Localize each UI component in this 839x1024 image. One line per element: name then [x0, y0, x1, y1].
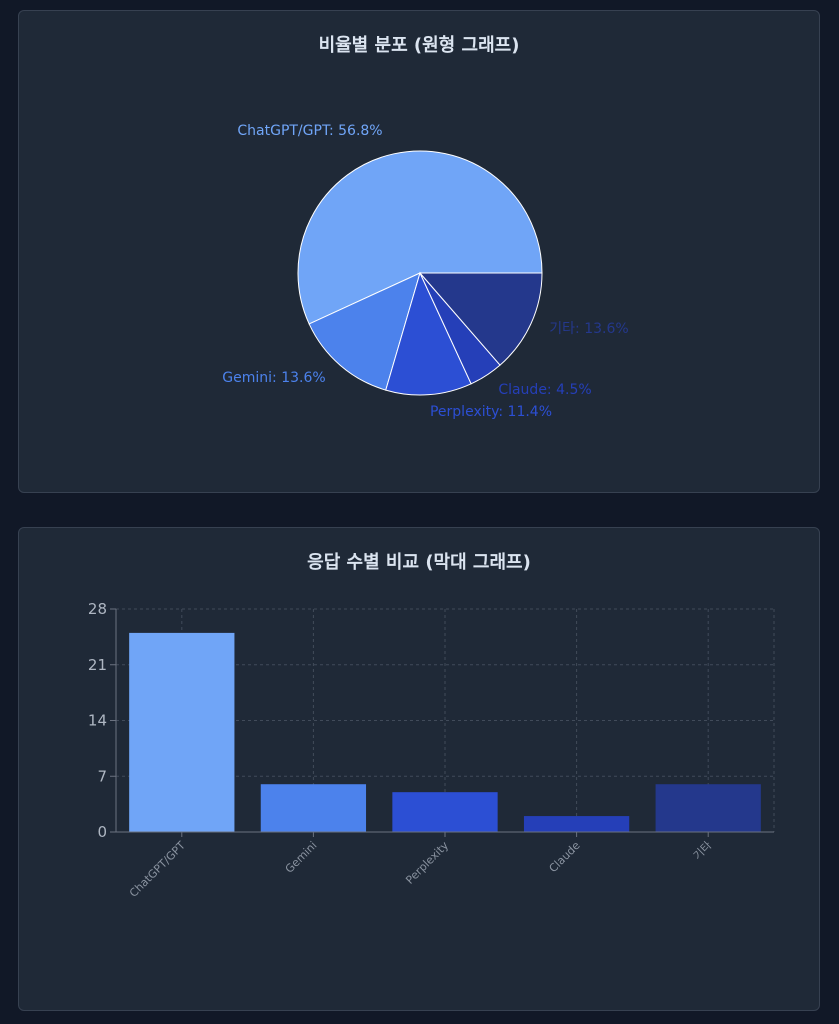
- pie-chart-title: 비율별 분포 (원형 그래프): [318, 35, 520, 56]
- x-tick-label-gemini: Gemini: [283, 839, 320, 876]
- y-tick-label: 14: [88, 712, 107, 730]
- y-tick-label: 7: [97, 767, 107, 785]
- y-tick-label: 21: [88, 656, 107, 674]
- pie-label-perplexity: Perplexity: 11.4%: [430, 404, 552, 420]
- x-tick-label-perplexity: Perplexity: [403, 839, 451, 887]
- pie-label-chatgpt-gpt: ChatGPT/GPT: 56.8%: [237, 123, 382, 139]
- pie-slice-gemini[interactable]: [308, 272, 421, 391]
- pie-slice-perplexity[interactable]: [385, 271, 472, 396]
- y-tick-label: 0: [97, 823, 107, 841]
- y-tick-label: 28: [88, 600, 107, 618]
- bar-chart-title: 응답 수별 비교 (막대 그래프): [307, 552, 531, 573]
- bar-perplexity[interactable]: [392, 792, 498, 832]
- pie-label-gemini: Gemini: 13.6%: [222, 370, 325, 386]
- bar-other[interactable]: [655, 784, 761, 832]
- bar-chatgpt-gpt[interactable]: [129, 632, 235, 832]
- bar-gemini[interactable]: [260, 784, 367, 832]
- pie-label-claude: Claude: 4.5%: [498, 382, 591, 398]
- bar-claude[interactable]: [523, 816, 630, 832]
- x-tick-label-chatgpt-gpt: ChatGPT/GPT: [127, 839, 188, 900]
- x-tick-label-other: 기타: [691, 839, 715, 863]
- pie-label-other: 기타: 13.6%: [549, 321, 628, 337]
- bar-axes: [115, 609, 774, 837]
- x-tick-label-claude: Claude: [547, 839, 583, 875]
- pie-slice-other[interactable]: [418, 272, 543, 366]
- pie-slice-chatgpt-gpt[interactable]: [297, 150, 543, 325]
